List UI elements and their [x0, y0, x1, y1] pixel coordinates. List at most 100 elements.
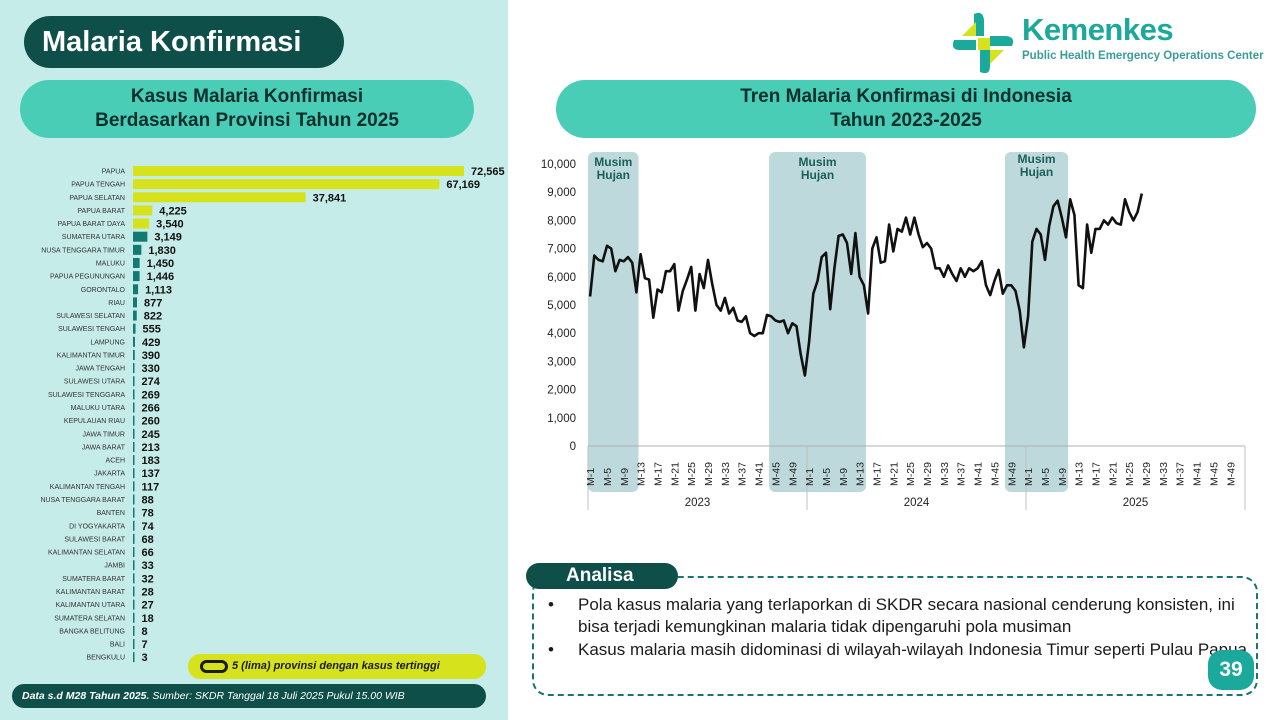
- year-label: 2023: [685, 497, 711, 509]
- province-label: SULAWESI TENGAH: [58, 326, 125, 333]
- province-label: MALUKU UTARA: [71, 405, 126, 412]
- bar-value-label: 32: [142, 573, 154, 585]
- x-tick-label: M-33: [939, 462, 951, 486]
- bar-value-label: 183: [142, 455, 160, 467]
- rain-season-label: Musim: [1018, 152, 1056, 166]
- x-tick-label: M-37: [956, 462, 968, 486]
- bar-value-label: 72,565: [471, 166, 505, 178]
- bar: [133, 428, 135, 439]
- x-tick-label: M-33: [1158, 462, 1170, 486]
- bar: [133, 271, 140, 282]
- x-tick-label: M-29: [1141, 462, 1153, 486]
- bar: [133, 468, 135, 479]
- province-label: SUMATERA UTARA: [62, 234, 125, 241]
- province-label: LAMPUNG: [90, 339, 125, 346]
- y-tick-label: 4,000: [547, 328, 576, 340]
- bar-value-label: 28: [142, 586, 154, 598]
- y-tick-label: 7,000: [547, 244, 576, 256]
- x-tick-label: M-37: [737, 462, 749, 486]
- bar-value-label: 27: [142, 600, 154, 612]
- rain-season-label: Hujan: [801, 168, 834, 182]
- analysis-box: [532, 576, 1258, 696]
- bar-value-label: 555: [143, 324, 161, 336]
- bar-value-label: 66: [142, 547, 154, 559]
- bar: [133, 652, 135, 663]
- bar: [133, 507, 135, 518]
- bar: [133, 402, 135, 413]
- bar-value-label: 8: [142, 626, 148, 638]
- y-tick-label: 0: [570, 441, 576, 453]
- bar-value-label: 266: [142, 403, 160, 415]
- province-label: JAMBI: [104, 563, 125, 570]
- x-tick-label: M-41: [1192, 462, 1204, 486]
- year-label: 2024: [904, 497, 930, 509]
- bar: [133, 639, 135, 650]
- bar-value-label: 1,830: [148, 245, 176, 257]
- bar-value-label: 213: [142, 442, 160, 454]
- province-label: SULAWESI SELATAN: [56, 313, 125, 320]
- bar-value-label: 4,225: [159, 205, 187, 217]
- bar-value-label: 274: [142, 376, 161, 388]
- x-tick-label: M-41: [754, 462, 766, 486]
- province-bar-chart: PAPUA 72,565 PAPUA TENGAH 67,169 PAPUA SELAT…: [40, 166, 505, 664]
- x-tick-label: M-29: [703, 462, 715, 486]
- bar: [133, 586, 135, 597]
- ring-icon: [200, 660, 228, 673]
- province-label: JAWA TENGAH: [75, 366, 125, 373]
- y-tick-label: 8,000: [547, 215, 576, 227]
- x-tick-label: M-49: [1225, 462, 1237, 486]
- analysis-item: Pola kasus malaria yang terlaporkan di S…: [548, 594, 1248, 638]
- bar-value-label: 822: [144, 311, 162, 323]
- bar: [133, 441, 135, 452]
- x-tick-label: M-1: [585, 468, 597, 486]
- province-label: NUSA TENGGARA BARAT: [40, 497, 125, 504]
- x-tick-label: M-9: [1057, 468, 1069, 486]
- x-tick-label: M-17: [871, 462, 883, 486]
- rain-season-label: Hujan: [1020, 165, 1053, 179]
- rain-season-label: Hujan: [597, 168, 630, 182]
- province-label: PAPUA SELATAN: [69, 195, 125, 202]
- bar-value-label: 78: [142, 508, 154, 520]
- rain-season-band: [1004, 152, 1069, 492]
- x-tick-label: M-17: [652, 462, 664, 486]
- province-label: ACEH: [106, 458, 125, 465]
- logo-name: Kemenkes: [1022, 12, 1174, 47]
- x-tick-label: M-21: [669, 462, 681, 486]
- province-label: BANTEN: [97, 510, 125, 517]
- y-tick-label: 9,000: [547, 187, 576, 199]
- x-tick-label: M-25: [905, 462, 917, 486]
- bar: [133, 323, 136, 334]
- province-label: KALIMANTAN BARAT: [56, 589, 126, 596]
- x-tick-label: M-37: [1175, 462, 1187, 486]
- bar: [133, 349, 135, 360]
- province-label: PAPUA TENGAH: [71, 182, 125, 189]
- province-label: PAPUA BARAT: [77, 208, 125, 215]
- bar-chart-title-line1: Kasus Malaria Konfirmasi: [130, 86, 364, 107]
- province-label: KALIMANTAN TIMUR: [57, 352, 125, 359]
- x-tick-label: M-1: [1023, 468, 1035, 486]
- legend-note: 5 (lima) provinsi dengan kasus tertinggi: [188, 654, 486, 679]
- x-tick-label: M-9: [619, 468, 631, 486]
- x-tick-label: M-29: [922, 462, 934, 486]
- bar-value-label: 18: [142, 613, 154, 625]
- y-tick-label: 1,000: [547, 413, 576, 425]
- line-chart-title-line1: Tren Malaria Konfirmasi di Indonesia: [740, 86, 1072, 107]
- bar-value-label: 3: [142, 652, 148, 664]
- bar: [133, 179, 440, 190]
- x-tick-label: M-25: [1124, 462, 1136, 486]
- province-label: KALIMANTAN UTARA: [56, 602, 126, 609]
- province-label: PAPUA BARAT DAYA: [58, 221, 126, 228]
- bar-value-label: 37,841: [313, 192, 347, 204]
- page-number: 39: [1208, 650, 1254, 690]
- analysis-label: Analisa: [526, 563, 678, 589]
- bar-value-label: 1,446: [147, 271, 175, 283]
- bar: [133, 494, 135, 505]
- x-tick-label: M-49: [1006, 462, 1018, 486]
- bar-value-label: 245: [142, 429, 160, 441]
- province-label: PAPUA: [102, 169, 126, 176]
- logo-subtitle: Public Health Emergency Operations Cente…: [1022, 50, 1264, 62]
- bar: [133, 363, 135, 374]
- line-chart-title-line2: Tahun 2023-2025: [830, 110, 982, 131]
- bar-value-label: 429: [142, 337, 160, 349]
- analysis-list: Pola kasus malaria yang terlaporkan di S…: [548, 594, 1248, 662]
